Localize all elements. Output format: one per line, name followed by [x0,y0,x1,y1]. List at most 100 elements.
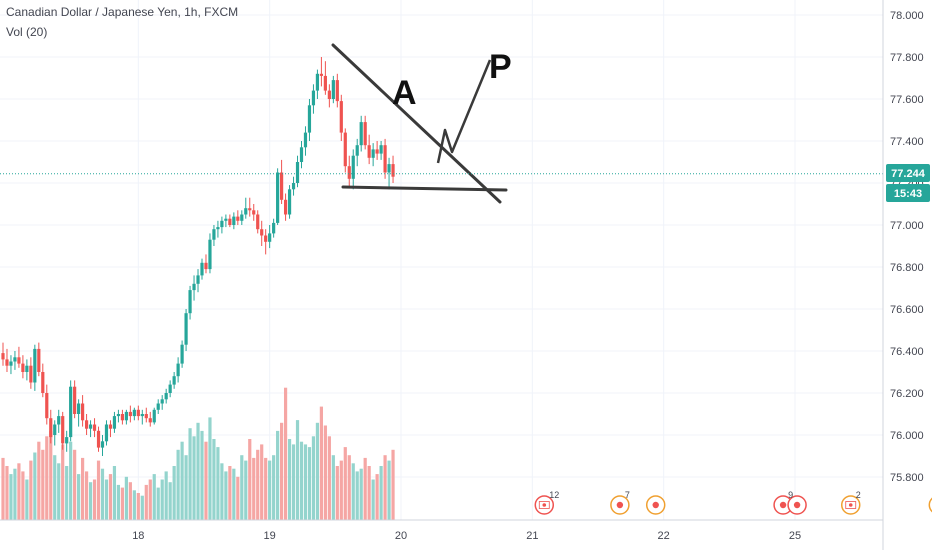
candle-body [311,90,316,106]
candle-body [184,313,188,345]
volume-bar [387,460,391,520]
candle-body [21,363,25,372]
volume-bar [264,457,268,520]
candle-body [37,348,41,372]
countdown-tag-bg [886,184,930,202]
candle-body [208,239,212,270]
candle-body [387,164,391,173]
volume-bar [291,444,296,520]
candle-body [363,122,367,146]
candle-body [232,216,236,225]
candle-body [224,218,228,221]
volume-bar [204,441,208,520]
candle-body [200,262,204,276]
volume-bar [200,430,204,520]
event-marker[interactable]: 9 [773,490,807,515]
volume-bar [81,457,85,520]
trendline-drawings[interactable]: A P [331,43,512,204]
volume-bar [327,436,331,520]
candle-body [391,164,395,177]
volume-bar [268,460,272,520]
event-marker[interactable]: 12 [534,490,559,515]
candle-body [25,365,29,372]
candle-body [371,149,375,158]
volume-bar [287,439,292,520]
grid [0,0,883,520]
candle-body [315,73,320,91]
time-tick-label: 25 [789,530,801,542]
volume-bar [53,455,57,520]
price-tick-label: 77.800 [890,52,924,64]
volume-bar [156,487,160,520]
candle-body [228,218,232,225]
candle-body [41,372,45,393]
candle-body [268,233,272,242]
volume-bar [13,468,17,520]
volume-bar [323,425,327,520]
candle-body [379,145,383,154]
event-marker[interactable] [645,495,666,515]
volume-bar [307,447,312,520]
price-tick-label: 75.800 [890,472,924,484]
price-tick-label: 78.000 [890,10,924,22]
candle-body [323,75,327,91]
candle-body [57,416,61,425]
volume-bar [73,449,77,520]
maple-leaf-icon [542,503,547,507]
japan-flag-icon [652,501,659,509]
candle-body [335,80,339,102]
candle-body [156,403,160,410]
time-tick-label: 19 [264,530,276,542]
volume-bar [128,482,132,520]
volume-bar [45,436,49,520]
candlesticks [1,57,395,456]
candle-body [248,208,252,211]
candle-body [295,162,300,183]
candle-body [128,411,132,417]
volume-bar [92,479,97,520]
projection-path[interactable] [436,59,492,164]
symbol-title[interactable]: Canadian Dollar / Japanese Yen, 1h, FXCM [6,5,239,19]
candle-body [88,424,93,429]
volume-bar [88,482,93,520]
candle-body [29,365,33,383]
volume-bar [303,444,308,520]
volume-bar [25,479,29,520]
volume-bar [331,455,335,520]
volume-bar [224,471,228,520]
candle-body [291,183,296,190]
volume-bar [295,420,300,520]
volume-bar [96,460,101,520]
volume-indicator-label[interactable]: Vol (20) [6,25,48,39]
volume-bars [1,387,395,520]
candle-body [351,155,355,179]
event-marker[interactable]: 7 [610,490,630,515]
volume-bar [69,441,73,520]
candle-body [287,189,292,215]
upper-trendline[interactable] [331,43,502,204]
support-line[interactable] [341,185,508,192]
candle-body [260,229,264,236]
candle-body [283,199,288,215]
candle-body [49,418,53,438]
economic-events[interactable]: 12 7 9 2 [534,490,932,515]
volume-bar [61,444,65,520]
price-tick-label: 76.800 [890,262,924,274]
candle-body [73,386,77,414]
candle-body [152,409,156,423]
candle-body [124,411,128,421]
candle-body [212,229,216,240]
volume-bar [339,460,343,520]
candle-body [276,172,280,223]
candle-body [164,393,168,400]
event-marker[interactable]: 2 [840,490,861,515]
volume-bar [168,482,172,520]
candle-body [77,403,81,414]
candle-body [116,414,121,417]
japan-flag-icon [616,501,624,509]
volume-bar [391,449,395,520]
event-marker[interactable] [928,496,932,514]
